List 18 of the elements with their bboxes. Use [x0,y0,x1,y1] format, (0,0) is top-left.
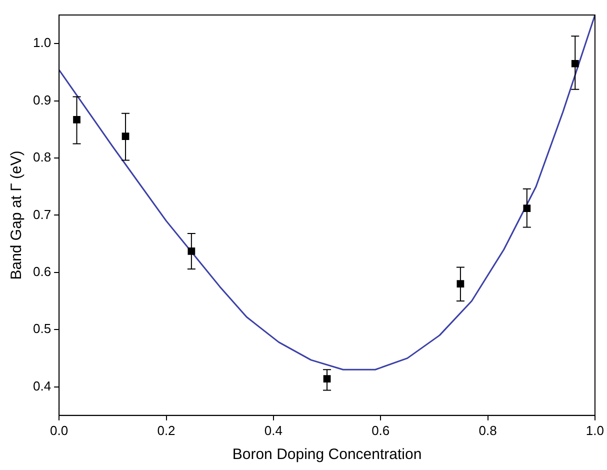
y-tick-label: 0.7 [32,206,52,222]
x-tick-label: 0.6 [372,422,390,438]
point [523,204,531,212]
point [571,60,579,68]
y-tick-label: 0.9 [32,92,52,108]
y-tick-label: 0.5 [32,321,52,336]
x-tick-label: 1.0 [586,422,604,438]
y-axis-title: Band Gap at Γ (eV) [8,150,26,280]
y-tick-label: 1.0 [32,35,52,50]
x-tick-label: 0.2 [157,422,176,438]
x-tick-label: 0.8 [478,422,497,438]
point [73,116,80,124]
y-tick-label: 0.8 [32,150,52,165]
y-tick-label: 0.4 [32,378,52,394]
x-tick-label: 0.4 [264,422,282,438]
y-tick-label: 0.6 [32,264,52,279]
x-axis-title: Boron Doping Concentration [232,446,422,464]
x-tick-label: 0.0 [50,422,68,438]
